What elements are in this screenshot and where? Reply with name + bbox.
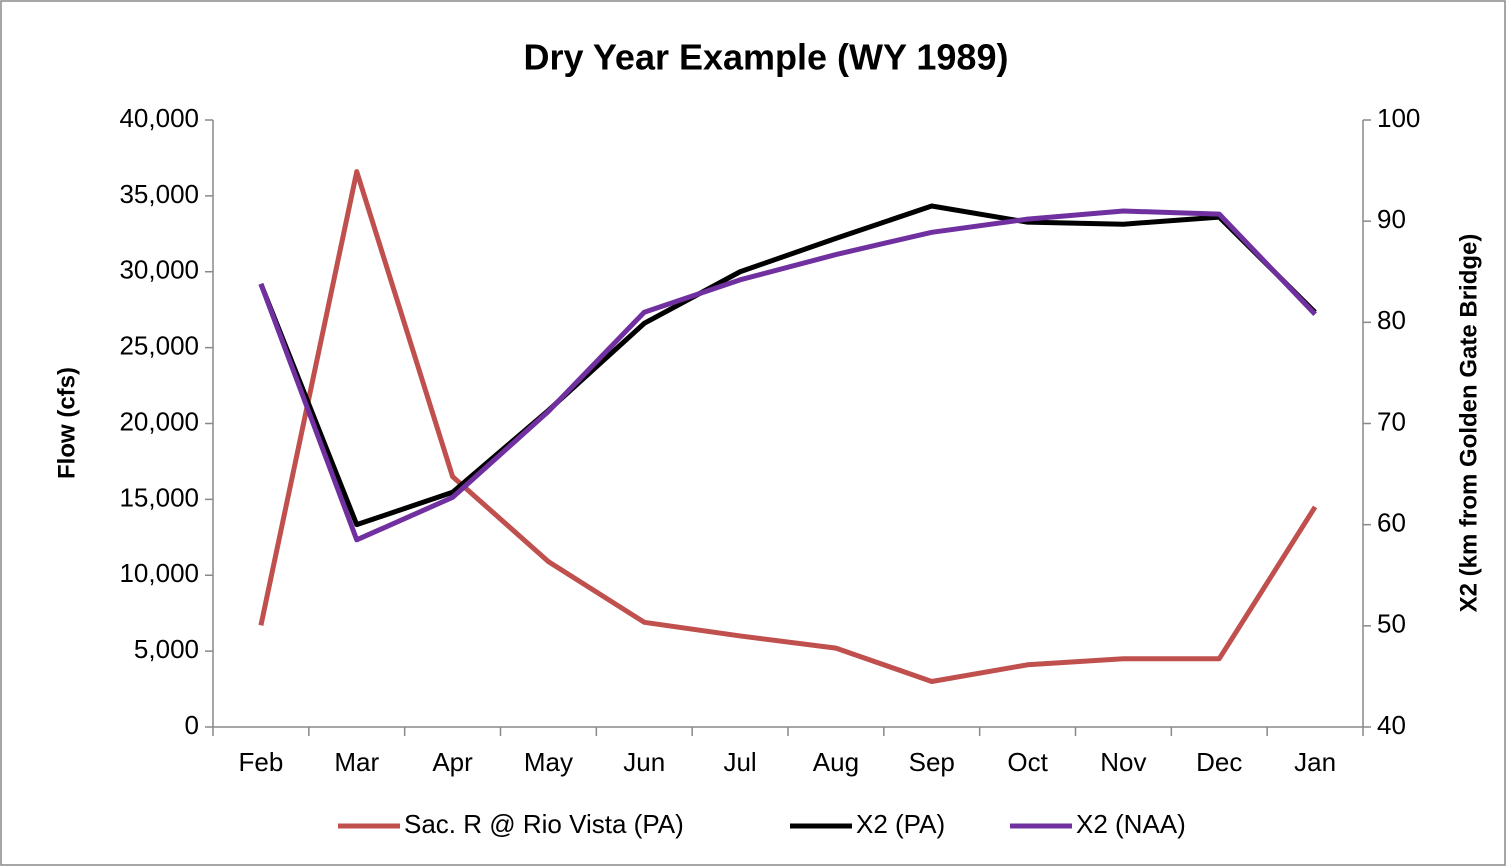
y-tick-label: 30,000 <box>119 255 199 285</box>
y2-tick-label: 80 <box>1377 305 1406 335</box>
y2-tick-label: 40 <box>1377 710 1406 740</box>
y2-tick-label: 50 <box>1377 609 1406 639</box>
y-axis-title: Flow (cfs) <box>53 367 80 479</box>
x-tick-label: Oct <box>1007 747 1048 777</box>
x-tick-label: Jul <box>723 747 756 777</box>
x-tick-label: Jun <box>623 747 665 777</box>
x-tick-label: Jan <box>1294 747 1336 777</box>
x-tick-label: Aug <box>813 747 859 777</box>
legend-label: Sac. R @ Rio Vista (PA) <box>404 809 684 839</box>
y-tick-label: 15,000 <box>119 482 199 512</box>
y-tick-label: 0 <box>185 710 199 740</box>
y2-tick-label: 90 <box>1377 204 1406 234</box>
x-tick-label: Mar <box>334 747 379 777</box>
series-line <box>258 203 1317 528</box>
y-tick-label: 5,000 <box>134 634 199 664</box>
chart-title: Dry Year Example (WY 1989) <box>524 37 1009 78</box>
y2-tick-label: 100 <box>1377 103 1420 133</box>
legend-label: X2 (NAA) <box>1076 809 1186 839</box>
series-line <box>258 208 1317 543</box>
x-tick-label: Feb <box>239 747 284 777</box>
y2-tick-label: 60 <box>1377 508 1406 538</box>
y-tick-label: 40,000 <box>119 103 199 133</box>
x-tick-label: Sep <box>909 747 955 777</box>
legend-label: X2 (PA) <box>856 809 945 839</box>
x-tick-label: Apr <box>432 747 473 777</box>
y-tick-label: 10,000 <box>119 558 199 588</box>
y-tick-label: 20,000 <box>119 406 199 436</box>
y-tick-label: 35,000 <box>119 179 199 209</box>
series-line <box>258 169 1318 684</box>
x-tick-label: Nov <box>1100 747 1146 777</box>
x-tick-label: Dec <box>1196 747 1242 777</box>
y2-tick-label: 70 <box>1377 406 1406 436</box>
y-tick-label: 25,000 <box>119 331 199 361</box>
y2-axis-title: X2 (km from Golden Gate Bridge) <box>1455 234 1482 613</box>
x-tick-label: May <box>524 747 573 777</box>
